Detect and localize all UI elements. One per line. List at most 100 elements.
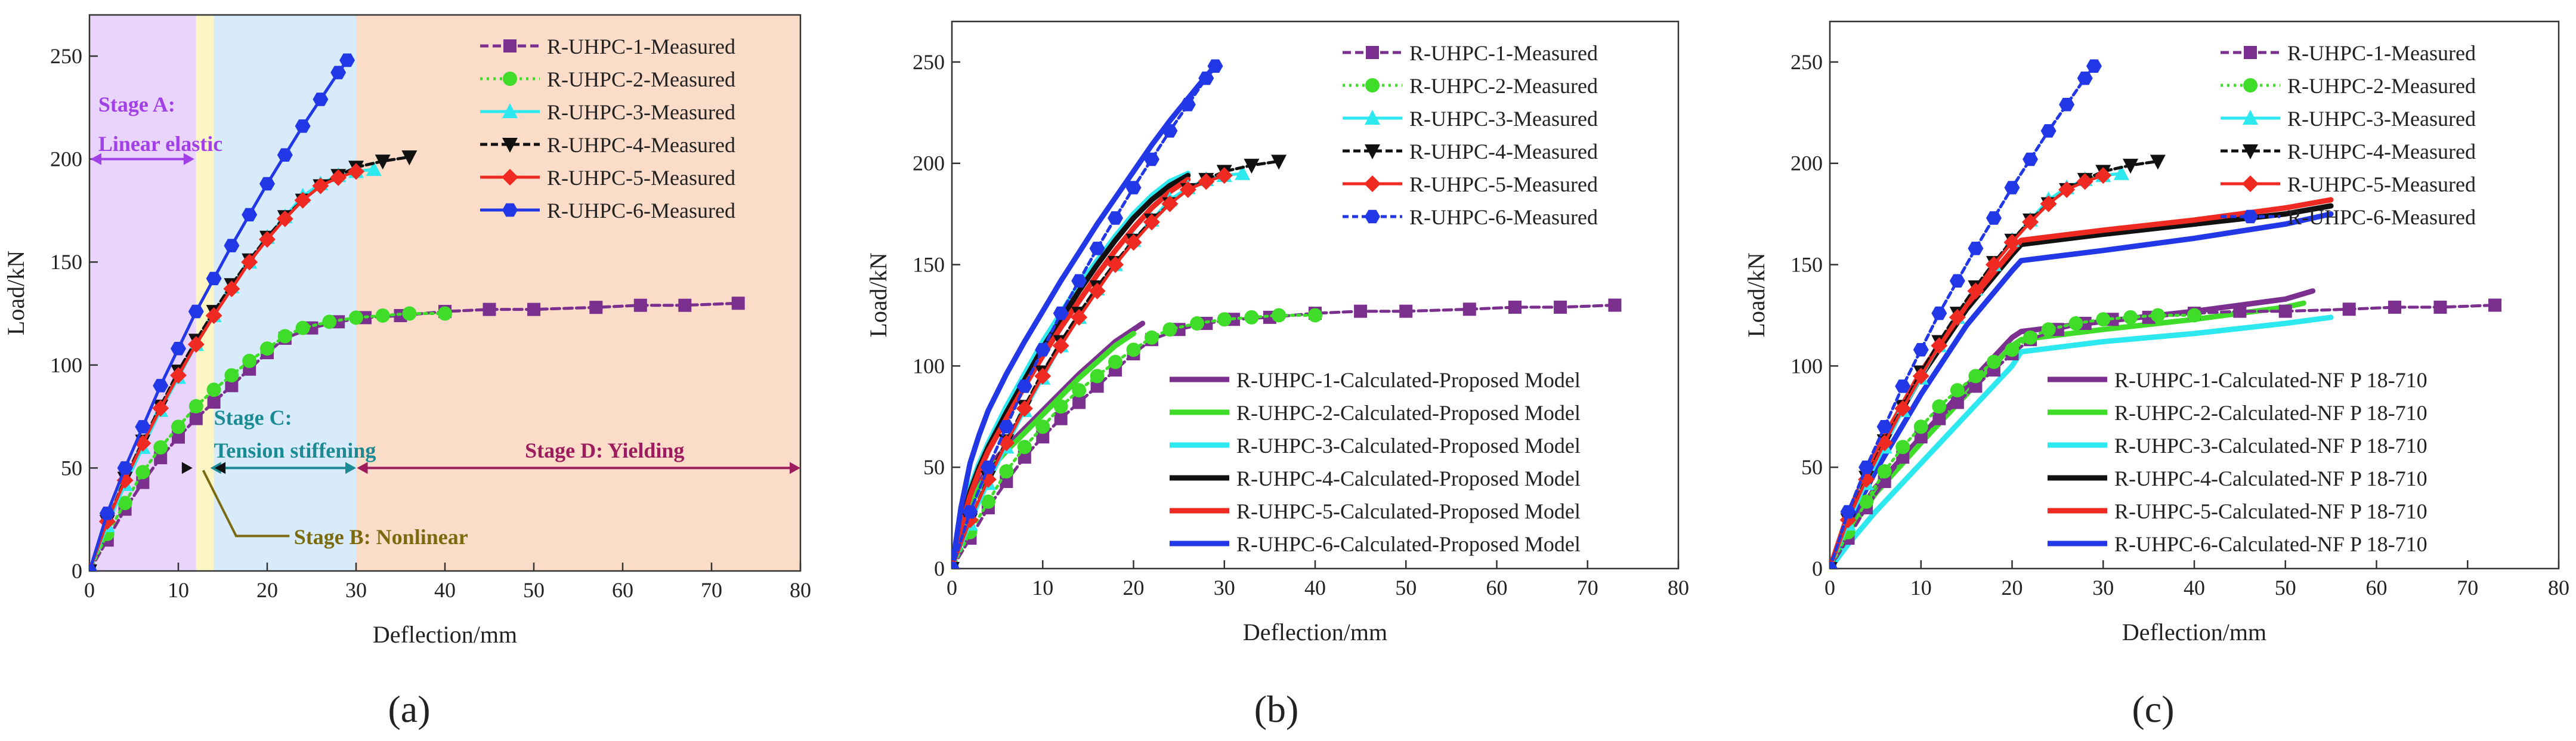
data-point-r-uhpc-5-measured xyxy=(294,192,311,209)
data-point-r-uhpc-2-measured xyxy=(153,440,168,455)
y-tick-label: 150 xyxy=(913,253,945,277)
legend-item-r-uhpc-6-calculated-proposed-model: R-UHPC-6-Calculated-Proposed Model xyxy=(1170,532,1581,556)
data-point-r-uhpc-5-measured xyxy=(1107,256,1124,273)
data-point-r-uhpc-1-measured xyxy=(2342,302,2356,316)
data-point-r-uhpc-1-measured xyxy=(2233,304,2247,318)
data-point-r-uhpc-5-measured xyxy=(1949,308,1966,326)
data-point-r-uhpc-6-measured xyxy=(242,208,258,222)
x-tick-label: 60 xyxy=(2366,576,2388,600)
data-point-r-uhpc-5-measured xyxy=(1198,173,1215,190)
annotation-tension-stiffening: Tension stiffening xyxy=(214,439,376,462)
series-r-uhpc-2-measured xyxy=(952,308,1322,569)
data-point-r-uhpc-5-measured xyxy=(1216,167,1233,184)
data-point-r-uhpc-2-measured xyxy=(135,465,150,480)
data-point-r-uhpc-5-measured xyxy=(1016,400,1033,417)
stage-d-arrowhead-left xyxy=(357,462,368,474)
legend-item-r-uhpc-2-measured: R-UHPC-2-Measured xyxy=(2221,74,2476,98)
x-tick-label: 20 xyxy=(2002,576,2023,600)
y-tick-label: 150 xyxy=(1790,253,1823,277)
y-tick-label: 50 xyxy=(923,455,945,479)
data-point-r-uhpc-6-measured xyxy=(980,460,996,474)
data-point-r-uhpc-2-measured xyxy=(2123,310,2138,325)
y-tick-label: 200 xyxy=(50,147,82,171)
stage-d-arrowhead-right xyxy=(790,462,800,474)
data-point-r-uhpc-1-measured xyxy=(483,302,496,316)
data-point-r-uhpc-1-measured xyxy=(1508,300,1522,314)
series-line-r-uhpc-6-measured xyxy=(89,58,349,571)
data-point-r-uhpc-5-measured xyxy=(1052,337,1069,354)
series-r-uhpc-6-measured xyxy=(952,59,1223,569)
legend-swatch-marker xyxy=(502,103,518,118)
data-point-r-uhpc-6-measured xyxy=(89,564,97,571)
data-point-r-uhpc-6-measured xyxy=(2077,71,2093,85)
series-r-uhpc-5-measured xyxy=(1830,167,2112,569)
legend-swatch-marker xyxy=(2243,209,2258,224)
x-tick-label: 60 xyxy=(1486,576,1508,600)
legend-item-r-uhpc-6-measured: R-UHPC-6-Measured xyxy=(1343,205,1598,229)
x-tick-label: 80 xyxy=(2548,576,2569,600)
data-point-r-uhpc-6-measured xyxy=(2004,181,2020,194)
data-point-r-uhpc-1-measured xyxy=(207,395,221,409)
x-tick-label: 40 xyxy=(434,578,456,602)
x-tick-label: 50 xyxy=(1395,576,1417,600)
legend-swatch-marker xyxy=(2243,78,2258,92)
x-axis-title: Deflection/mm xyxy=(1243,619,1387,646)
data-point-r-uhpc-2-measured xyxy=(2150,308,2165,323)
data-point-r-uhpc-2-measured xyxy=(322,314,337,329)
annotation-stage-c: Stage C: xyxy=(214,406,292,430)
legend-item-r-uhpc-4-calculated-nf-p-18-710: R-UHPC-4-Calculated-NF P 18-710 xyxy=(2048,467,2427,490)
data-point-r-uhpc-2-measured xyxy=(295,320,310,335)
data-point-r-uhpc-2-measured xyxy=(260,341,274,356)
data-point-r-uhpc-1-measured xyxy=(1932,412,1946,425)
y-axis-title: Load/kN xyxy=(865,252,892,337)
data-point-r-uhpc-1-measured xyxy=(1554,300,1567,314)
data-point-r-uhpc-6-measured xyxy=(99,507,115,520)
y-tick-label: 0 xyxy=(934,557,945,581)
x-axis-title: Deflection/mm xyxy=(2122,619,2266,646)
data-point-r-uhpc-2-measured xyxy=(402,306,417,321)
data-point-r-uhpc-2-measured xyxy=(1308,308,1322,323)
legend-item-r-uhpc-2-calculated-nf-p-18-710: R-UHPC-2-Calculated-NF P 18-710 xyxy=(2048,401,2427,425)
legend-item-r-uhpc-4-measured: R-UHPC-4-Measured xyxy=(1343,140,1598,163)
series-r-uhpc-6-measured xyxy=(89,53,355,571)
legend-item-r-uhpc-4-calculated-proposed-model: R-UHPC-4-Calculated-Proposed Model xyxy=(1170,467,1581,490)
data-point-r-uhpc-4-measured xyxy=(375,155,391,170)
y-axis-title: Load/kN xyxy=(2,251,29,335)
legend-calculated: R-UHPC-1-Calculated-NF P 18-710 R-UHPC-2-… xyxy=(2048,368,2427,556)
data-point-r-uhpc-5-measured xyxy=(205,307,222,324)
data-point-r-uhpc-1-measured xyxy=(1608,298,1622,312)
data-point-r-uhpc-5-measured xyxy=(1931,337,1948,354)
data-point-r-uhpc-5-measured xyxy=(2040,195,2057,212)
data-point-r-uhpc-6-measured xyxy=(2086,59,2102,73)
data-point-r-uhpc-3-measured xyxy=(1235,165,1251,180)
data-point-r-uhpc-2-measured xyxy=(1162,322,1177,337)
legend-label: R-UHPC-6-Measured xyxy=(2287,205,2476,229)
data-point-r-uhpc-2-measured xyxy=(2096,312,2111,327)
legend-swatch-marker xyxy=(502,169,518,186)
data-point-r-uhpc-2-measured xyxy=(1144,330,1159,345)
data-point-r-uhpc-6-measured xyxy=(117,461,133,475)
data-point-r-uhpc-2-measured xyxy=(2005,342,2020,357)
data-point-r-uhpc-5-measured xyxy=(2058,181,2076,198)
data-point-r-uhpc-2-measured xyxy=(349,310,363,325)
data-point-r-uhpc-2-measured xyxy=(224,368,239,383)
x-tick-label: 30 xyxy=(345,578,367,602)
data-point-r-uhpc-1-measured xyxy=(172,430,185,444)
plot-area xyxy=(952,59,1622,569)
data-point-r-uhpc-2-measured xyxy=(438,306,452,321)
annotation-stage-d-yielding: Stage D: Yielding xyxy=(525,439,684,462)
x-tick-label: 10 xyxy=(168,578,189,602)
y-tick-label: 100 xyxy=(913,354,945,378)
legend-swatch-marker xyxy=(1365,144,1380,159)
y-tick-label: 50 xyxy=(1801,455,1823,479)
data-point-r-uhpc-6-measured xyxy=(313,92,329,106)
annotation-stage-a: Stage A: xyxy=(98,92,175,116)
y-tick-label: 0 xyxy=(72,559,82,583)
legend-calculated: R-UHPC-1-Calculated-Proposed Model R-UHPC… xyxy=(1170,368,1581,556)
legend-item-r-uhpc-3-measured: R-UHPC-3-Measured xyxy=(480,100,735,124)
series-r-uhpc-2-measured xyxy=(1830,308,2201,569)
data-point-r-uhpc-2-measured xyxy=(1190,316,1205,331)
data-point-r-uhpc-1-measured xyxy=(1950,396,1964,409)
data-point-r-uhpc-1-measured xyxy=(1914,430,1928,444)
legend-item-r-uhpc-5-measured: R-UHPC-5-Measured xyxy=(2221,172,2476,196)
